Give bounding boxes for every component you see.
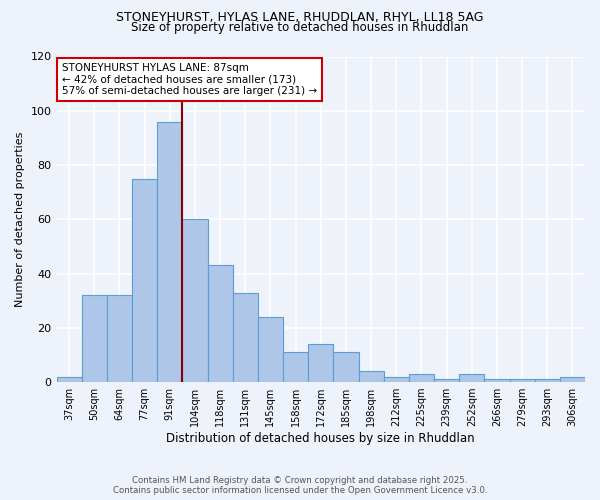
Bar — [308, 344, 334, 382]
Y-axis label: Number of detached properties: Number of detached properties — [15, 132, 25, 307]
Text: STONEYHURST HYLAS LANE: 87sqm
← 42% of detached houses are smaller (173)
57% of : STONEYHURST HYLAS LANE: 87sqm ← 42% of d… — [62, 63, 317, 96]
Text: Size of property relative to detached houses in Rhuddlan: Size of property relative to detached ho… — [131, 22, 469, 35]
Text: STONEYHURST, HYLAS LANE, RHUDDLAN, RHYL, LL18 5AG: STONEYHURST, HYLAS LANE, RHUDDLAN, RHYL,… — [116, 11, 484, 24]
Bar — [157, 122, 182, 382]
Bar — [509, 380, 535, 382]
Bar — [434, 380, 459, 382]
Bar — [82, 296, 107, 382]
Bar — [258, 317, 283, 382]
Bar — [107, 296, 132, 382]
Bar — [383, 376, 409, 382]
X-axis label: Distribution of detached houses by size in Rhuddlan: Distribution of detached houses by size … — [166, 432, 475, 445]
Bar — [409, 374, 434, 382]
Text: Contains HM Land Registry data © Crown copyright and database right 2025.
Contai: Contains HM Land Registry data © Crown c… — [113, 476, 487, 495]
Bar — [484, 380, 509, 382]
Bar — [359, 371, 383, 382]
Bar — [56, 376, 82, 382]
Bar — [283, 352, 308, 382]
Bar — [459, 374, 484, 382]
Bar — [334, 352, 359, 382]
Bar — [535, 380, 560, 382]
Bar — [560, 376, 585, 382]
Bar — [233, 292, 258, 382]
Bar — [208, 266, 233, 382]
Bar — [132, 178, 157, 382]
Bar — [182, 220, 208, 382]
